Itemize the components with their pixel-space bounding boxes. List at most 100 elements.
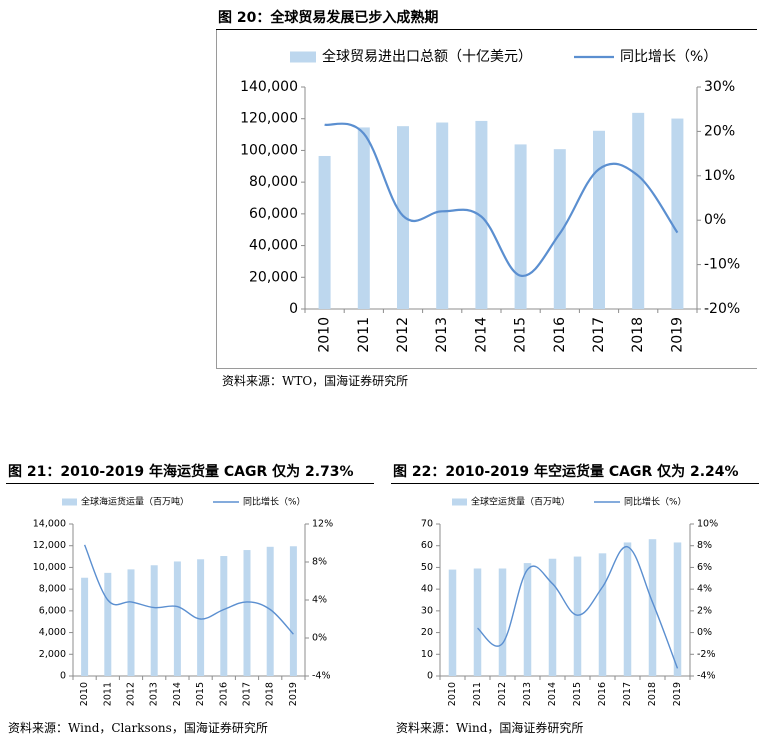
legend-bar-label: 全球贸易进出口总额（十亿美元） bbox=[322, 48, 532, 65]
left-axis-tick-label: 100,000 bbox=[240, 142, 298, 158]
x-axis-label-2012: 2012 bbox=[497, 682, 508, 706]
x-axis-label-2019: 2019 bbox=[288, 682, 299, 706]
left-axis-tick-label: 20 bbox=[421, 627, 433, 638]
right-axis-tick-label: 4% bbox=[312, 595, 327, 606]
bar-2018 bbox=[632, 112, 645, 310]
bar-2019 bbox=[289, 546, 297, 676]
left-axis-tick-label: 60 bbox=[421, 540, 433, 551]
x-axis-label-2010: 2010 bbox=[447, 682, 458, 706]
x-axis-label-2017: 2017 bbox=[622, 682, 633, 706]
figure-20-title: 图 20：全球贸易发展已步入成熟期 bbox=[218, 10, 439, 26]
x-axis-label-2012: 2012 bbox=[395, 317, 411, 353]
left-axis-tick-label: 60,000 bbox=[249, 206, 298, 222]
growth-line bbox=[324, 122, 679, 277]
left-axis-tick-label: 0 bbox=[289, 301, 298, 317]
right-axis-tick-label: 2% bbox=[697, 605, 712, 616]
right-axis-tick-label: -2% bbox=[697, 649, 716, 660]
x-axis-label-2010: 2010 bbox=[79, 682, 90, 706]
left-axis-tick-label: 4,000 bbox=[39, 627, 66, 638]
figure-20-bottom-rule bbox=[216, 368, 757, 369]
left-axis-tick-label: 10,000 bbox=[33, 562, 66, 573]
bar-2011 bbox=[473, 568, 482, 676]
left-axis-tick-label: 8,000 bbox=[39, 584, 66, 595]
figure-21-source: 资料来源：Wind，Clarksons，国海证券研究所 bbox=[8, 721, 268, 735]
legend-line-label: 同比增长（%） bbox=[624, 496, 687, 508]
left-axis-tick-label: 120,000 bbox=[240, 111, 298, 127]
left-axis-tick-label: 20,000 bbox=[249, 269, 298, 285]
x-axis-label-2019: 2019 bbox=[672, 682, 683, 706]
figure-22-top-rule bbox=[391, 483, 759, 484]
x-axis-label-2019: 2019 bbox=[669, 317, 685, 353]
right-axis-tick-label: -20% bbox=[704, 301, 740, 317]
figure-22-source: 资料来源：Wind，国海证券研究所 bbox=[396, 721, 584, 735]
x-axis-label-2017: 2017 bbox=[591, 317, 607, 353]
bar-2019 bbox=[673, 542, 682, 676]
bar-2017 bbox=[623, 542, 632, 676]
bar-2017 bbox=[243, 550, 251, 676]
bar-2010 bbox=[448, 569, 457, 676]
x-axis-label-2017: 2017 bbox=[242, 682, 253, 706]
right-axis-tick-label: 10% bbox=[697, 519, 718, 530]
bar-2016 bbox=[598, 553, 607, 676]
left-axis-tick-label: 50 bbox=[421, 562, 433, 573]
x-axis-label-2018: 2018 bbox=[647, 682, 658, 706]
figure-21-top-rule bbox=[6, 483, 374, 484]
bar-2016 bbox=[553, 149, 566, 309]
x-axis-label-2018: 2018 bbox=[630, 317, 646, 353]
x-axis-label-2011: 2011 bbox=[472, 682, 483, 706]
right-axis-tick-label: 12% bbox=[312, 519, 333, 530]
x-axis-label-2013: 2013 bbox=[434, 317, 450, 353]
left-axis-tick-label: 10 bbox=[421, 649, 433, 660]
bar-2013 bbox=[523, 563, 532, 676]
bar-2013 bbox=[150, 565, 158, 676]
growth-line bbox=[83, 544, 294, 635]
right-axis-tick-label: 8% bbox=[312, 557, 327, 568]
legend-bar-swatch bbox=[452, 498, 467, 506]
x-axis-label-2010: 2010 bbox=[317, 317, 333, 353]
bar-2014 bbox=[475, 120, 488, 309]
left-axis-tick-label: 80,000 bbox=[249, 174, 298, 190]
left-axis-tick-label: 70 bbox=[421, 519, 433, 530]
x-axis-label-2014: 2014 bbox=[547, 682, 558, 706]
x-axis-label-2015: 2015 bbox=[195, 682, 206, 706]
left-axis-tick-label: 6,000 bbox=[39, 605, 66, 616]
left-axis-tick-label: 12,000 bbox=[33, 540, 66, 551]
legend-line-label: 同比增长（%） bbox=[620, 49, 717, 65]
x-axis-label-2013: 2013 bbox=[149, 682, 160, 706]
left-axis-tick-label: 40 bbox=[421, 584, 433, 595]
x-axis-label-2015: 2015 bbox=[572, 682, 583, 706]
x-axis-label-2011: 2011 bbox=[356, 317, 372, 353]
right-axis-tick-label: 10% bbox=[704, 168, 735, 184]
x-axis-label-2016: 2016 bbox=[597, 682, 608, 706]
bar-2018 bbox=[266, 546, 274, 676]
figure-20-top-rule bbox=[216, 29, 757, 30]
legend-line-label: 同比增长（%） bbox=[243, 496, 306, 508]
bar-2014 bbox=[173, 561, 181, 676]
right-axis-tick-label: 30% bbox=[704, 79, 735, 95]
left-axis-tick-label: 40,000 bbox=[249, 238, 298, 254]
legend-bar-swatch bbox=[62, 498, 77, 506]
left-axis-tick-label: 140,000 bbox=[240, 79, 298, 95]
right-axis-tick-label: -4% bbox=[697, 671, 716, 682]
bar-2012 bbox=[498, 568, 507, 676]
right-axis-tick-label: 0% bbox=[704, 212, 726, 228]
bar-2015 bbox=[573, 556, 582, 676]
right-axis-tick-label: 0% bbox=[312, 633, 327, 644]
figure-20-source: 资料来源：WTO，国海证券研究所 bbox=[222, 374, 409, 388]
legend-bar-label: 全球海运货运量（百万吨） bbox=[81, 496, 189, 508]
left-axis-tick-label: 30 bbox=[421, 605, 433, 616]
x-axis-label-2014: 2014 bbox=[473, 317, 489, 353]
right-axis-tick-label: -4% bbox=[312, 671, 331, 682]
x-axis-label-2018: 2018 bbox=[265, 682, 276, 706]
x-axis-label-2016: 2016 bbox=[552, 317, 568, 353]
x-axis-label-2013: 2013 bbox=[522, 682, 533, 706]
bar-2012 bbox=[397, 126, 409, 309]
bar-2012 bbox=[127, 569, 135, 676]
x-axis-label-2011: 2011 bbox=[102, 682, 113, 706]
legend-bar-label: 全球空运货量（百万吨） bbox=[471, 496, 570, 508]
growth-line bbox=[477, 546, 679, 669]
bar-2010 bbox=[81, 577, 89, 676]
figure-20-side-rule bbox=[216, 30, 217, 368]
